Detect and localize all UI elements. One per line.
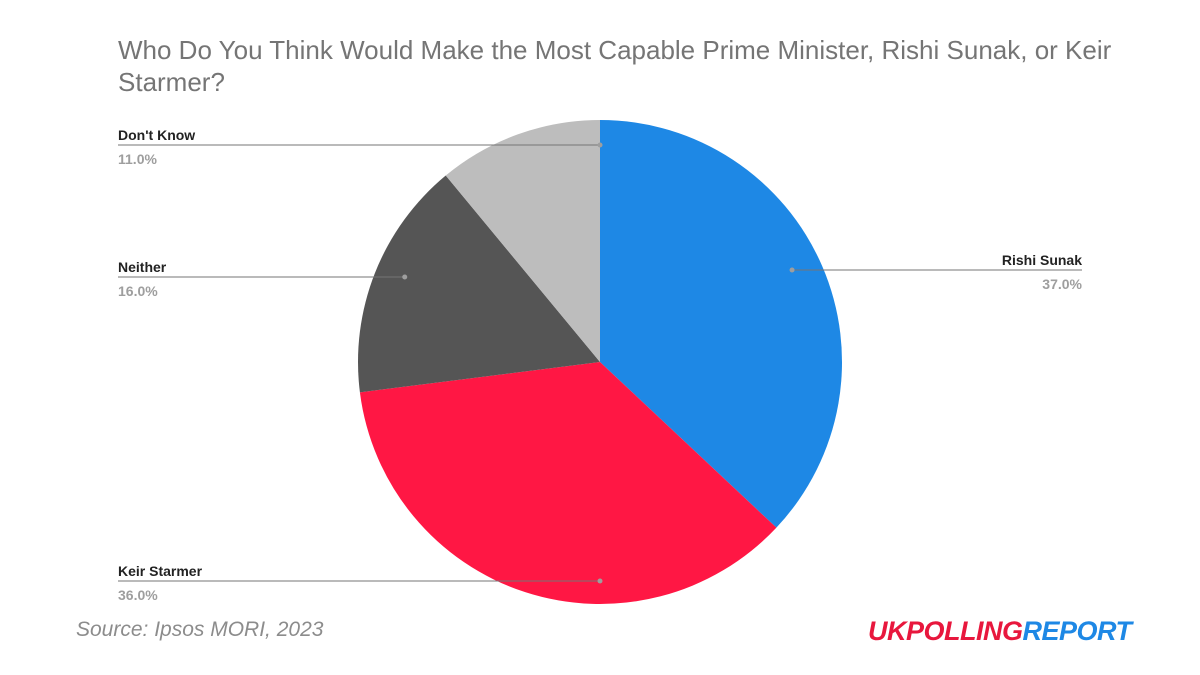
pie-slice-don-t-know[interactable] [445,120,600,362]
source-note: Source: Ipsos MORI, 2023 [76,618,324,641]
slice-label-don-t-know: Don't Know [118,127,195,143]
pie-slice-neither[interactable] [358,175,600,393]
labels-layer: Rishi Sunak 37.0% Keir Starmer 36.0% Neither… [118,127,1083,603]
slice-label-neither: Neither [118,259,167,275]
slice-value-rishi-sunak: 37.0% [1042,276,1082,292]
leader-dot-neither [402,274,408,280]
brand-logo[interactable]: UKPOLLINGREPORT [868,616,1132,647]
slice-label-keir-starmer: Keir Starmer [118,563,203,579]
pie-slice-rishi-sunak[interactable] [600,120,842,528]
slice-value-keir-starmer: 36.0% [118,587,158,603]
brand-logo-part-a: UKPOLLING [868,616,1023,646]
slice-value-neither: 16.0% [118,283,158,299]
slice-label-rishi-sunak: Rishi Sunak [1002,252,1082,268]
chart-title: Who Do You Think Would Make the Most Cap… [118,35,1112,97]
slice-value-don-t-know: 11.0% [118,151,157,167]
leader-dot-don-t-know [597,142,603,148]
pie-slice-keir-starmer[interactable] [359,362,777,604]
slices-layer [358,120,842,604]
brand-logo-part-b: REPORT [1022,616,1133,646]
leader-dot-keir-starmer [597,578,603,584]
leader-dot-rishi-sunak [789,267,795,273]
